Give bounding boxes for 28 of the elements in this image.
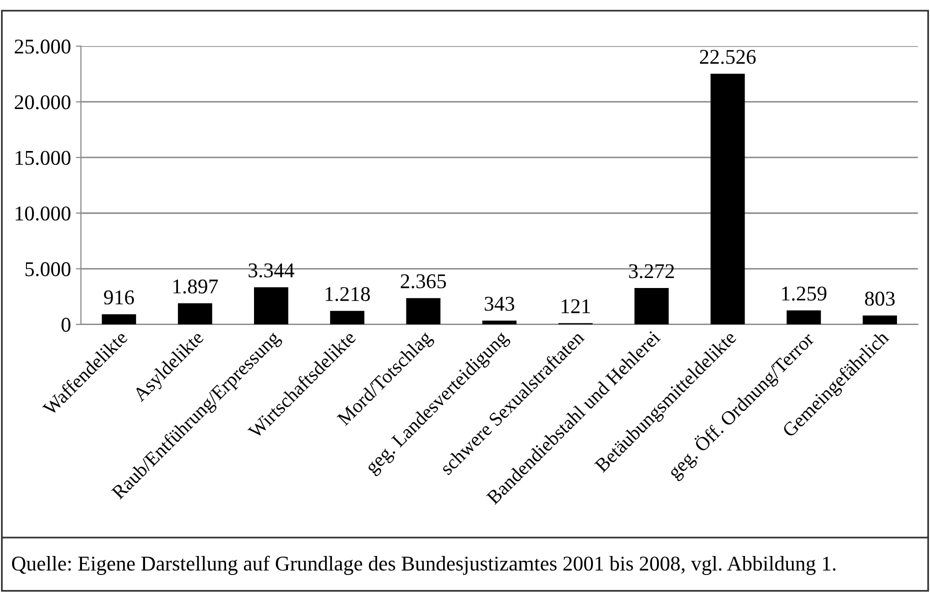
data-label: 3.272 bbox=[629, 264, 674, 278]
y-tick-label: 25.000 bbox=[14, 40, 70, 54]
bar bbox=[406, 298, 440, 324]
data-label: 2.365 bbox=[400, 274, 446, 288]
bar bbox=[254, 287, 288, 324]
y-tick-label: 5.000 bbox=[26, 262, 70, 276]
bar bbox=[710, 74, 745, 324]
y-tick-label: 0 bbox=[62, 318, 70, 332]
bar bbox=[482, 320, 517, 324]
data-label: 121 bbox=[562, 299, 590, 314]
data-label: 22.526 bbox=[700, 50, 756, 64]
bar bbox=[178, 303, 212, 324]
data-label: 343 bbox=[484, 296, 514, 311]
y-tick-label: 20.000 bbox=[14, 95, 70, 110]
data-label: 1.218 bbox=[326, 287, 370, 302]
bar bbox=[786, 310, 821, 324]
data-label: 3.344 bbox=[248, 263, 294, 278]
bar bbox=[862, 315, 897, 324]
bar bbox=[102, 314, 136, 324]
source-note: Quelle: Eigene Darstellung auf Grundlage des Bundesjustizamtes 2001 bis 2008, vgl. Abbildung 1. bbox=[12, 556, 836, 575]
y-tick-label: 15.000 bbox=[16, 150, 70, 165]
data-label: 803 bbox=[865, 292, 895, 306]
data-label: 1.897 bbox=[173, 279, 218, 294]
y-tick-label: 10.000 bbox=[16, 206, 70, 221]
bar bbox=[634, 288, 669, 324]
data-label: 1.259 bbox=[782, 286, 826, 301]
bar bbox=[330, 310, 364, 324]
data-label: 916 bbox=[104, 290, 134, 304]
